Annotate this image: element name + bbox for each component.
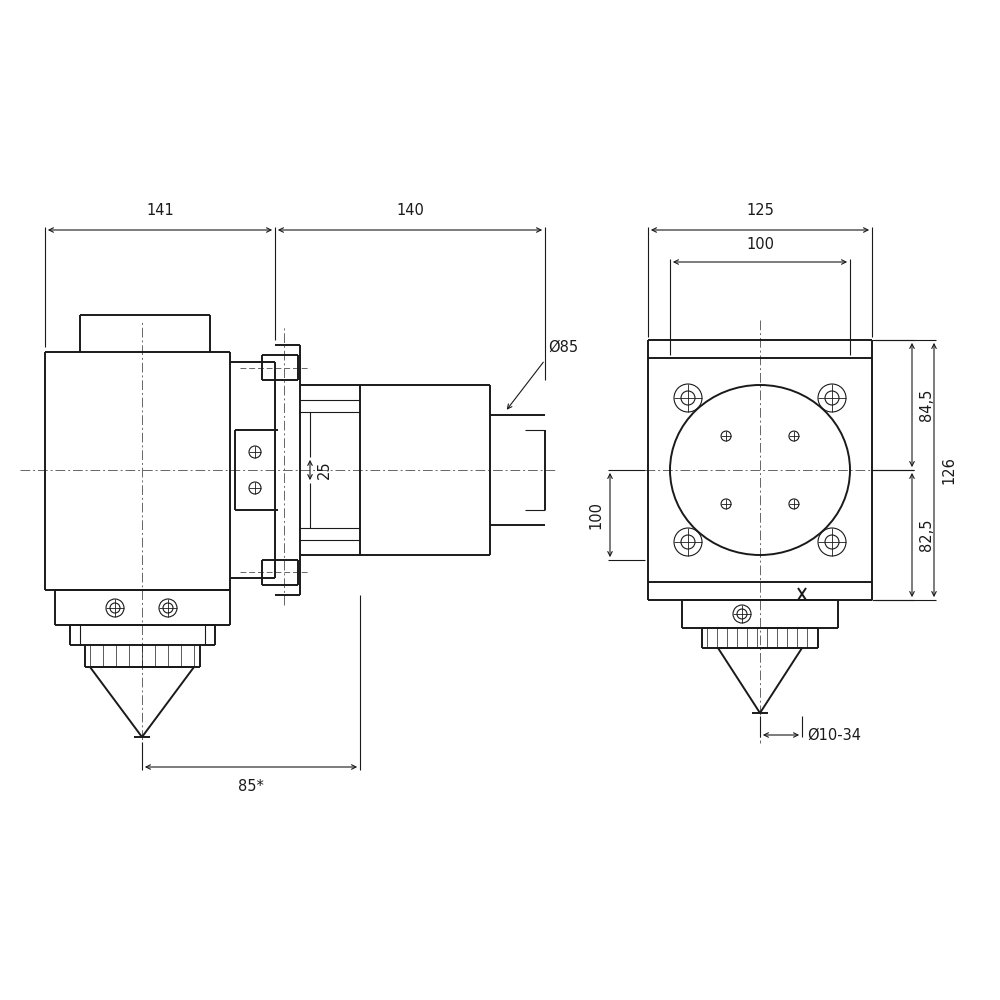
Text: 141: 141 [146,203,174,218]
Text: 100: 100 [588,501,603,529]
Text: 85*: 85* [238,779,264,794]
Text: 25: 25 [317,461,332,479]
Text: 140: 140 [396,203,424,218]
Text: 126: 126 [941,456,956,484]
Text: 82,5: 82,5 [919,519,934,551]
Text: 125: 125 [746,203,774,218]
Text: 100: 100 [746,237,774,252]
Text: Ø85: Ø85 [548,340,578,355]
Text: 84,5: 84,5 [919,389,934,421]
Text: Ø10-34: Ø10-34 [807,728,861,742]
